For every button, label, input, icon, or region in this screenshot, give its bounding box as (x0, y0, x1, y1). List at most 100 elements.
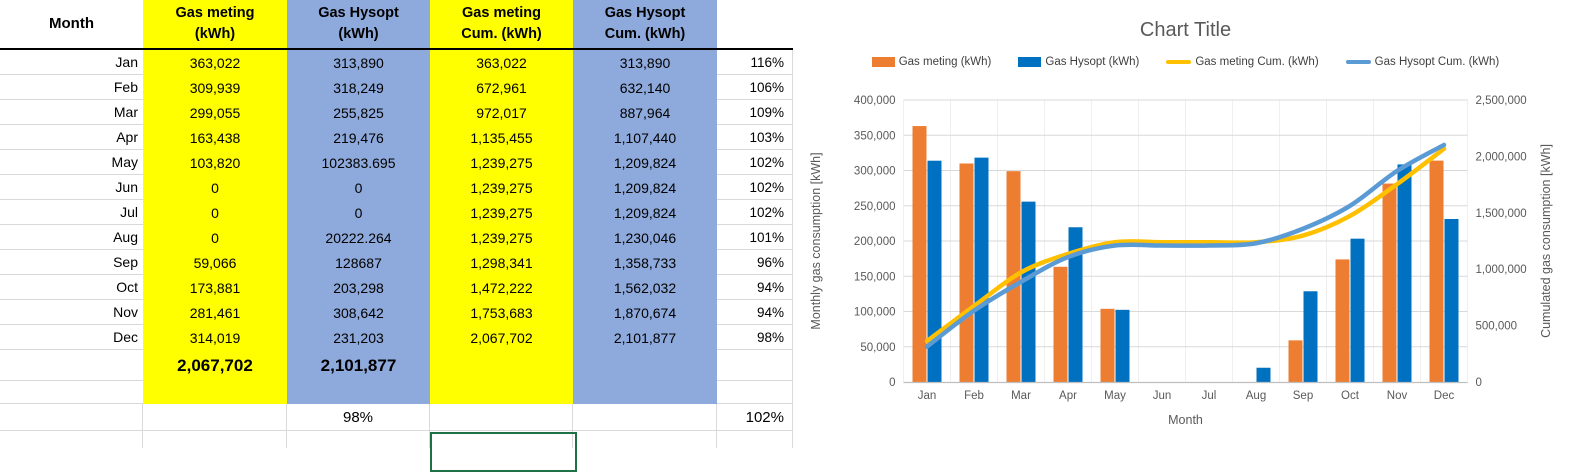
value-cell[interactable]: 314,019 (143, 325, 287, 350)
pct-cell[interactable]: 101% (717, 225, 793, 250)
pct-cell[interactable]: 106% (717, 75, 793, 100)
bar-gas-meting-oct[interactable] (1335, 259, 1350, 382)
month-cell[interactable]: Nov (0, 300, 143, 325)
bar-gas-hysopt-feb[interactable] (974, 157, 989, 382)
bar-gas-hysopt-dec[interactable] (1444, 219, 1459, 382)
pct-cell[interactable]: 116% (717, 50, 793, 75)
bar-gas-hysopt-nov[interactable] (1397, 164, 1412, 382)
value-cell[interactable]: 163,438 (143, 125, 287, 150)
bar-gas-hysopt-sep[interactable] (1303, 291, 1318, 382)
total-cell[interactable]: 2,067,702 (143, 350, 287, 381)
value-cell[interactable]: 308,642 (287, 300, 430, 325)
month-cell[interactable]: Oct (0, 275, 143, 300)
value-cell[interactable]: 231,203 (287, 325, 430, 350)
value-cell[interactable] (287, 381, 430, 404)
value-cell[interactable]: 309,939 (143, 75, 287, 100)
left-axis-tick[interactable]: 400,000 (854, 95, 896, 107)
month-cell[interactable]: Sep (0, 250, 143, 275)
value-cell[interactable]: 1,239,275 (430, 225, 573, 250)
month-cell[interactable]: Apr (0, 125, 143, 150)
pct-cell[interactable]: 102% (717, 200, 793, 225)
pct-cell[interactable]: 94% (717, 300, 793, 325)
total-cell[interactable]: 2,101,877 (287, 350, 430, 381)
value-cell[interactable]: 1,209,824 (573, 200, 717, 225)
cell[interactable] (0, 404, 143, 431)
left-axis-tick[interactable]: 200,000 (854, 236, 896, 248)
value-cell[interactable]: 1,230,046 (573, 225, 717, 250)
x-axis-tick[interactable]: Mar (1011, 390, 1031, 402)
value-cell[interactable]: 313,890 (287, 50, 430, 75)
value-cell[interactable] (143, 381, 287, 404)
cell[interactable] (573, 431, 717, 448)
value-cell[interactable]: 173,881 (143, 275, 287, 300)
value-cell[interactable]: 1,239,275 (430, 175, 573, 200)
x-axis-tick[interactable]: May (1104, 390, 1126, 402)
value-cell[interactable]: 632,140 (573, 75, 717, 100)
month-cell[interactable]: Jun (0, 175, 143, 200)
left-axis-tick[interactable]: 0 (889, 377, 895, 389)
x-axis-tick[interactable]: Jan (918, 390, 937, 402)
value-cell[interactable]: 102383.695 (287, 150, 430, 175)
cell[interactable] (430, 404, 573, 431)
total-cell[interactable] (430, 350, 573, 381)
right-axis-tick[interactable]: 2,000,000 (1476, 151, 1527, 163)
value-cell[interactable]: 1,107,440 (573, 125, 717, 150)
header-col-2[interactable]: Gas Hysopt (kWh) (287, 0, 430, 50)
x-axis-tick[interactable]: Feb (964, 390, 984, 402)
legend-item-gas-hysopt-cum[interactable]: Gas Hysopt Cum. (kWh) (1345, 56, 1499, 68)
bar-gas-meting-sep[interactable] (1288, 340, 1303, 382)
month-cell[interactable] (0, 381, 143, 404)
x-axis-tick[interactable]: Apr (1059, 390, 1077, 402)
value-cell[interactable]: 299,055 (143, 100, 287, 125)
value-cell[interactable]: 887,964 (573, 100, 717, 125)
line-gas-meting-cum[interactable] (924, 146, 1447, 344)
pct-cell[interactable] (717, 381, 793, 404)
bar-gas-meting-jan[interactable] (912, 126, 927, 382)
value-cell[interactable]: 281,461 (143, 300, 287, 325)
left-axis-tick[interactable]: 50,000 (860, 342, 895, 354)
bar-gas-hysopt-oct[interactable] (1350, 238, 1365, 382)
month-cell[interactable]: Jan (0, 50, 143, 75)
chart[interactable]: 0 50,000 100,000 150,000 200,000 250,000 300,0… (793, 0, 1578, 448)
bar-gas-meting-dec[interactable] (1429, 160, 1444, 382)
bar-gas-hysopt-apr[interactable] (1068, 227, 1083, 382)
value-cell[interactable] (573, 381, 717, 404)
bar-gas-hysopt-mar[interactable] (1021, 201, 1036, 382)
value-cell[interactable]: 1,358,733 (573, 250, 717, 275)
header-month[interactable]: Month (0, 0, 143, 50)
left-axis-tick[interactable]: 150,000 (854, 271, 896, 283)
pct-cell[interactable]: 98% (717, 325, 793, 350)
value-cell[interactable]: 1,209,824 (573, 150, 717, 175)
x-axis-tick[interactable]: Sep (1293, 390, 1313, 402)
value-cell[interactable]: 1,209,824 (573, 175, 717, 200)
value-cell[interactable]: 0 (143, 200, 287, 225)
bar-gas-hysopt-may[interactable] (1115, 309, 1130, 382)
value-cell[interactable]: 59,066 (143, 250, 287, 275)
cell[interactable] (143, 431, 287, 448)
footer-right-pct[interactable]: 102% (717, 404, 793, 431)
month-cell[interactable]: Aug (0, 225, 143, 250)
value-cell[interactable]: 20222.264 (287, 225, 430, 250)
pct-cell[interactable]: 103% (717, 125, 793, 150)
value-cell[interactable]: 313,890 (573, 50, 717, 75)
cell[interactable] (717, 431, 793, 448)
bar-gas-meting-feb[interactable] (959, 163, 974, 382)
left-axis-tick[interactable]: 300,000 (854, 166, 896, 178)
left-axis-tick[interactable]: 250,000 (854, 201, 896, 213)
x-axis-tick[interactable]: Nov (1387, 390, 1408, 402)
left-axis-title[interactable]: Monthly gas consumption [kWh] (809, 152, 823, 329)
x-axis-title[interactable]: Month (1168, 413, 1203, 427)
cell[interactable] (430, 431, 573, 448)
legend-item-gas-hysopt[interactable]: Gas Hysopt (kWh) (1018, 56, 1139, 68)
x-axis-tick[interactable]: Aug (1246, 390, 1266, 402)
value-cell[interactable]: 0 (287, 200, 430, 225)
bar-gas-meting-apr[interactable] (1053, 266, 1068, 382)
right-axis-tick[interactable]: 1,000,000 (1476, 264, 1527, 276)
value-cell[interactable] (430, 381, 573, 404)
value-cell[interactable]: 972,017 (430, 100, 573, 125)
value-cell[interactable]: 2,067,702 (430, 325, 573, 350)
value-cell[interactable]: 1,135,455 (430, 125, 573, 150)
value-cell[interactable]: 363,022 (143, 50, 287, 75)
header-col-1[interactable]: Gas meting (kWh) (143, 0, 287, 50)
legend-item-gas-meting[interactable]: Gas meting (kWh) (871, 56, 991, 68)
